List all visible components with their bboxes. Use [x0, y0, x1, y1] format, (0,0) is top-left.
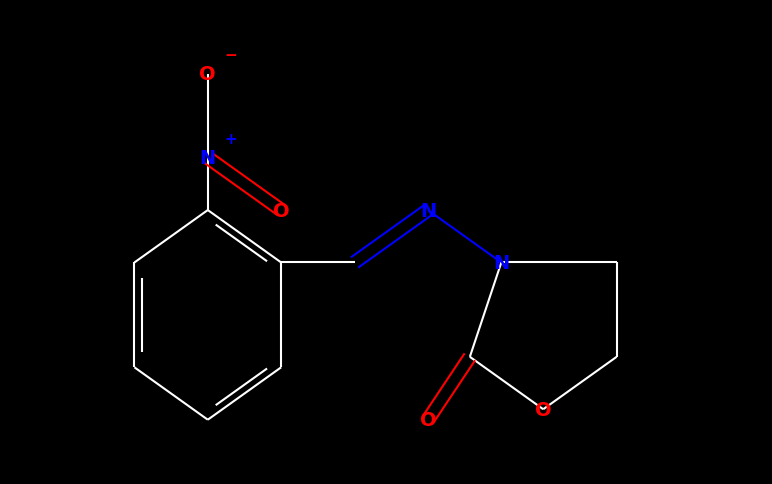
Text: N: N [493, 254, 510, 272]
Text: N: N [200, 149, 216, 168]
Text: +: + [225, 132, 237, 147]
Text: O: O [199, 65, 216, 84]
Text: O: O [535, 400, 551, 419]
Text: −: − [225, 48, 237, 63]
Text: O: O [420, 410, 436, 429]
Text: N: N [420, 201, 436, 220]
Text: O: O [273, 201, 290, 220]
